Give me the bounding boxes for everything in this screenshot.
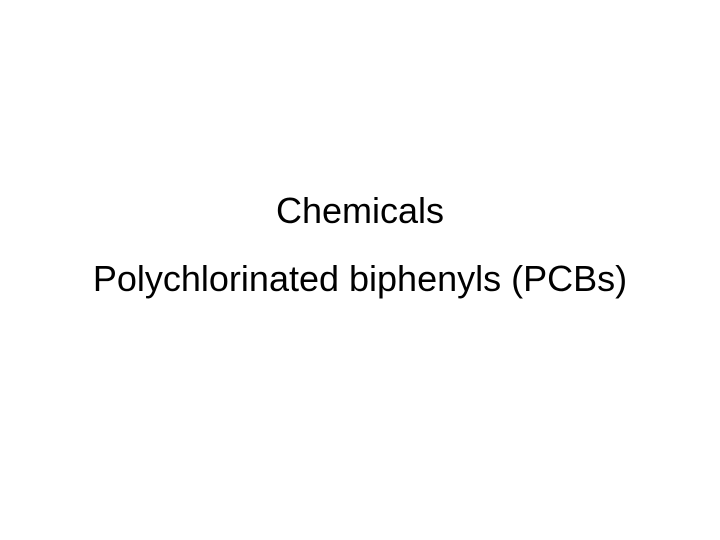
slide-container: Chemicals Polychlorinated biphenyls (PCB… (0, 0, 720, 540)
slide-subtitle: Polychlorinated biphenyls (PCBs) (0, 258, 720, 300)
slide-title: Chemicals (0, 190, 720, 232)
